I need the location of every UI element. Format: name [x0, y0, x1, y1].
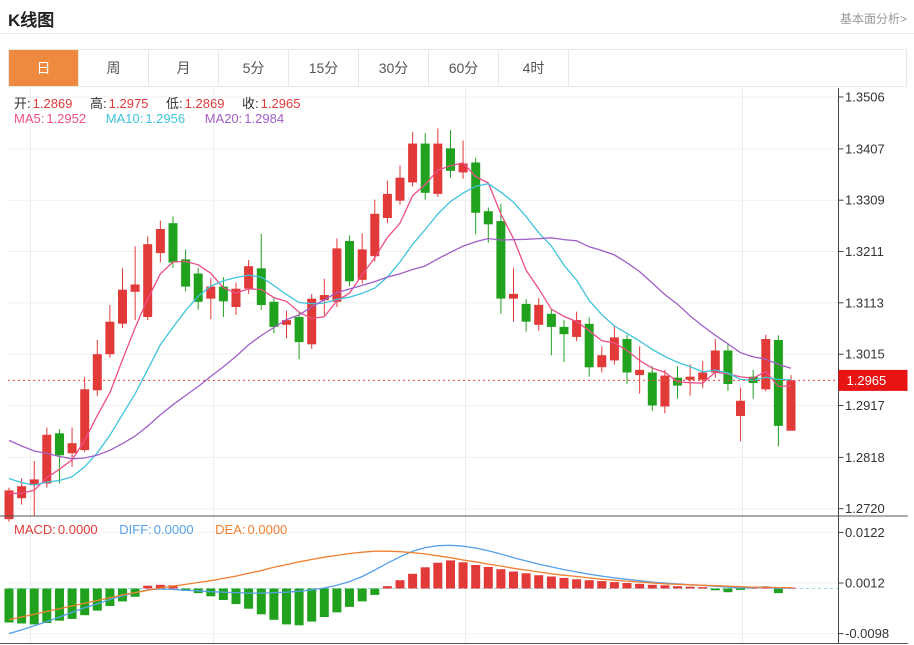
ma20-line — [8, 237, 792, 460]
tab-60min[interactable]: 60分 — [429, 50, 499, 86]
period-tabbar: 日 周 月 5分 15分 30分 60分 4时 — [8, 49, 907, 87]
svg-text:1.2720: 1.2720 — [845, 501, 885, 516]
svg-text:-0.0098: -0.0098 — [845, 626, 889, 641]
ma20-legend: MA20: 1.2984 — [204, 111, 285, 126]
diff-value: DIFF: 0.0000 — [119, 522, 194, 537]
tab-4hour[interactable]: 4时 — [499, 50, 569, 86]
ma-legend: MA5: 1.2952 MA10: 1.2956 MA20: 1.2984 — [14, 111, 300, 126]
candles — [4, 128, 796, 522]
dea-line — [8, 550, 791, 621]
macd-histogram — [4, 560, 796, 626]
svg-text:1.3506: 1.3506 — [845, 90, 885, 105]
svg-text:0.0122: 0.0122 — [845, 525, 885, 540]
kline-chart: 1.3506 1.3407 1.3309 1.3211 1.3113 1.3015 1.29… — [0, 88, 908, 644]
macd-value: MACD: 0.0000 — [14, 522, 98, 537]
tab-15min[interactable]: 15分 — [289, 50, 359, 86]
ma10-legend: MA10: 1.2956 — [105, 111, 186, 126]
axis-labels: 1.3506 1.3407 1.3309 1.3211 1.3113 1.3015 1.29… — [838, 90, 889, 641]
svg-text:0.0012: 0.0012 — [845, 576, 885, 591]
dea-value: DEA: 0.0000 — [215, 522, 288, 537]
title-divider — [0, 33, 914, 34]
chart-area[interactable]: 1.3506 1.3407 1.3309 1.3211 1.3113 1.3015 1.29… — [0, 88, 914, 645]
fundamental-analysis-link[interactable]: 基本面分析> — [839, 12, 907, 26]
ma10-line — [8, 183, 792, 486]
svg-text:1.3015: 1.3015 — [845, 347, 885, 362]
ma5-line — [8, 162, 792, 495]
ohlc-legend: 开: 1.2869 高: 1.2975 低: 1.2869 收: 1.2965 — [14, 96, 301, 111]
tab-month[interactable]: 月 — [149, 50, 219, 86]
svg-text:1.2818: 1.2818 — [845, 450, 885, 465]
svg-text:1.3407: 1.3407 — [845, 141, 885, 156]
ma5-legend: MA5: 1.2952 — [14, 111, 87, 126]
svg-text:1.2965: 1.2965 — [847, 373, 887, 388]
tab-day[interactable]: 日 — [9, 50, 79, 86]
last-price-badge: 1.2965 — [838, 369, 908, 391]
page-title: K线图 — [8, 11, 55, 30]
tab-week[interactable]: 周 — [79, 50, 149, 86]
svg-text:1.3211: 1.3211 — [845, 244, 884, 259]
svg-text:1.2917: 1.2917 — [845, 398, 885, 413]
svg-text:1.3309: 1.3309 — [845, 193, 885, 208]
tab-5min[interactable]: 5分 — [219, 50, 289, 86]
tab-30min[interactable]: 30分 — [359, 50, 429, 86]
svg-text:1.3113: 1.3113 — [845, 295, 884, 310]
macd-legend: MACD: 0.0000 DIFF: 0.0000 DEA: 0.0000 — [14, 522, 305, 537]
